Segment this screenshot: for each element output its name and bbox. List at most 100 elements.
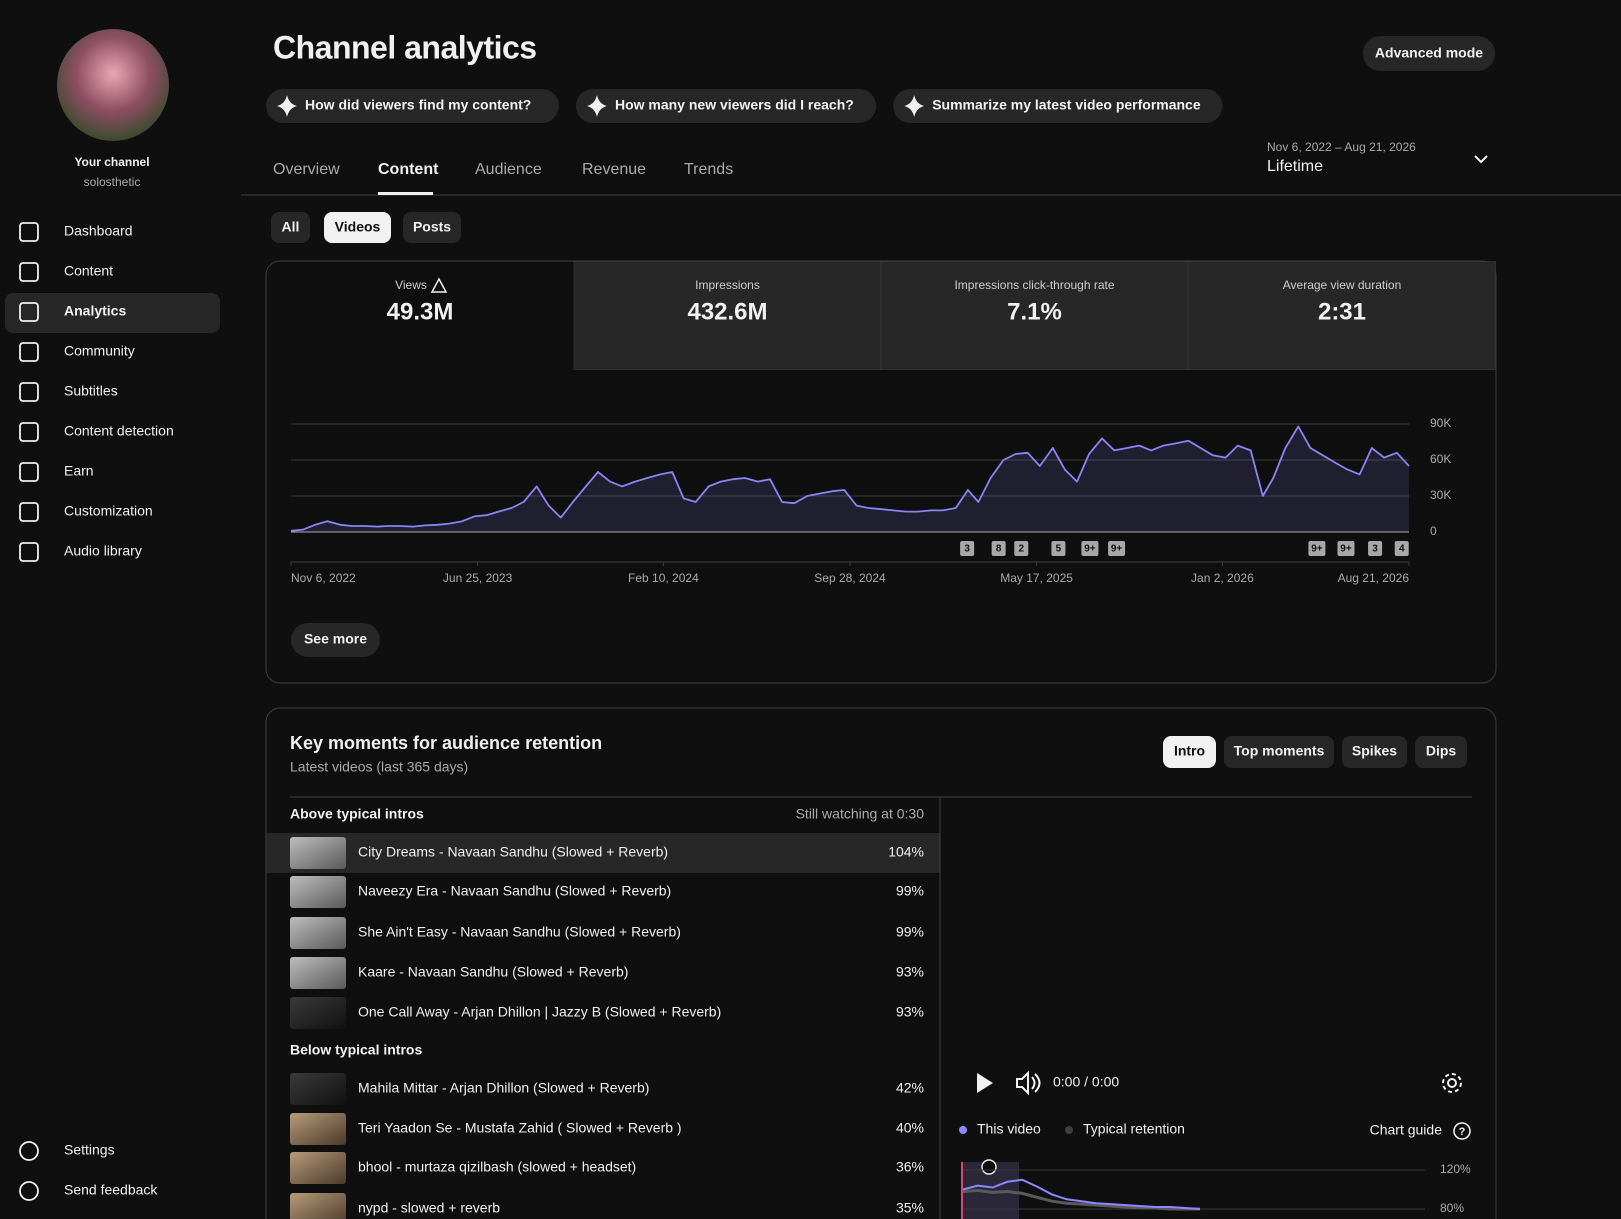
nav-item[interactable]: Community [64, 343, 135, 359]
nav-icon[interactable] [19, 1141, 39, 1161]
annotation-badge[interactable] [1308, 541, 1326, 556]
info-icon[interactable] [981, 1159, 997, 1175]
views-line [290, 425, 1410, 532]
annotation-badge[interactable] [1014, 541, 1029, 556]
annotation-badge[interactable] [1394, 541, 1409, 556]
video-title[interactable]: Mahila Mittar - Arjan Dhillon (Slowed + … [358, 1080, 649, 1096]
video-title[interactable]: Naveezy Era - Navaan Sandhu (Slowed + Re… [358, 883, 671, 899]
channel-name: solosthetic [84, 175, 141, 189]
video-title[interactable]: She Ain't Easy - Navaan Sandhu (Slowed +… [358, 924, 681, 940]
nav-item[interactable]: Content detection [64, 423, 174, 439]
tab[interactable]: Audience [475, 161, 542, 178]
nav-icon[interactable] [19, 502, 39, 522]
video-title[interactable]: Kaare - Navaan Sandhu (Slowed + Reverb) [358, 964, 628, 980]
warning-icon [430, 277, 448, 293]
annotation-badge[interactable] [1368, 541, 1383, 556]
video-title[interactable]: City Dreams - Navaan Sandhu (Slowed + Re… [358, 844, 668, 860]
video-title[interactable]: bhool - murtaza qizilbash (slowed + head… [358, 1159, 636, 1175]
video-title[interactable]: Teri Yaadon Se - Mustafa Zahid ( Slowed … [358, 1120, 682, 1136]
tab-underline [378, 192, 433, 195]
nav-icon[interactable] [19, 342, 39, 362]
segment-button[interactable] [1415, 736, 1467, 768]
nav-icon[interactable] [19, 462, 39, 482]
video-retention: 93% [896, 964, 924, 980]
filter-chip[interactable] [271, 212, 310, 243]
filter-chip[interactable] [403, 212, 461, 243]
thumbnail[interactable] [290, 876, 346, 908]
suggestion-chip[interactable] [575, 89, 877, 123]
nav-item[interactable]: Customization [64, 503, 153, 519]
segment-button[interactable] [1224, 736, 1334, 768]
nav-icon[interactable] [19, 422, 39, 442]
tab[interactable]: Trends [684, 161, 733, 178]
metric-tile[interactable] [880, 261, 1189, 370]
nav-item[interactable]: Settings [64, 1142, 115, 1158]
metrics-card [265, 260, 1497, 684]
thumbnail[interactable] [290, 1152, 346, 1184]
volume-icon[interactable] [1016, 1070, 1041, 1096]
metric-tile[interactable] [1187, 261, 1496, 370]
chart-guide-icon[interactable] [1453, 1122, 1471, 1140]
tab[interactable]: Revenue [582, 161, 646, 178]
suggestion-chip[interactable] [893, 89, 1223, 123]
thumbnail[interactable] [290, 997, 346, 1029]
suggestion-chip[interactable] [266, 89, 559, 123]
nav-icon[interactable] [19, 222, 39, 242]
annotation-badge[interactable] [991, 541, 1006, 556]
annotation-badge[interactable] [1337, 541, 1355, 556]
nav-item[interactable]: Send feedback [64, 1182, 158, 1198]
nav-item[interactable]: Dashboard [64, 223, 133, 239]
segment-label: Top moments [1234, 743, 1325, 759]
annotation-badge[interactable] [1108, 541, 1126, 556]
thumbnail[interactable] [290, 917, 346, 949]
below-label: Below typical intros [290, 1042, 422, 1058]
nav-item[interactable]: Content [64, 263, 113, 279]
video-retention: 99% [896, 924, 924, 940]
nav-icon[interactable] [19, 1181, 39, 1201]
nav-item[interactable]: Subtitles [64, 383, 118, 399]
nav-icon[interactable] [19, 302, 39, 322]
segment-button[interactable] [1163, 736, 1216, 768]
chart-guide[interactable]: Chart guide [1370, 1122, 1443, 1138]
thumbnail[interactable] [290, 1193, 346, 1219]
tab[interactable]: Content [378, 161, 439, 178]
settings-icon[interactable] [1442, 1073, 1462, 1093]
retention-title: Key moments for audience retention [290, 733, 602, 753]
metric-value: 7.1% [1007, 298, 1062, 325]
legend-label: This video [977, 1121, 1041, 1137]
thumbnail[interactable] [290, 1073, 346, 1105]
see-more-button[interactable] [291, 623, 380, 657]
video-title[interactable]: nypd - slowed + reverb [358, 1200, 500, 1216]
thumbnail[interactable] [290, 957, 346, 989]
annotation-badge[interactable] [1051, 541, 1066, 556]
nav-item[interactable]: Earn [64, 463, 94, 479]
segment-button[interactable] [1342, 736, 1407, 768]
annotation-label: 8 [996, 544, 1002, 555]
period[interactable]: Lifetime [1267, 158, 1323, 175]
filter-label: Videos [335, 219, 381, 235]
nav-item[interactable]: Analytics [64, 303, 126, 319]
nav-icon[interactable] [19, 382, 39, 402]
video-title[interactable]: One Call Away - Arjan Dhillon | Jazzy B … [358, 1004, 721, 1020]
thumbnail[interactable] [290, 1113, 346, 1145]
metric-value: 49.3M [387, 298, 454, 325]
annotation-badge[interactable] [960, 541, 975, 556]
nav-item[interactable]: Audio library [64, 543, 142, 559]
tab[interactable]: Overview [273, 161, 340, 178]
metric-tile[interactable] [573, 261, 882, 370]
nav-icon[interactable] [19, 542, 39, 562]
play-icon[interactable] [977, 1073, 993, 1093]
advanced-mode-button[interactable] [1363, 36, 1495, 71]
filter-chip[interactable] [324, 212, 391, 243]
channel-avatar[interactable] [57, 29, 169, 141]
thumbnail[interactable] [290, 837, 346, 869]
advanced-mode-label: Advanced mode [1375, 45, 1483, 61]
period-chevron[interactable] [1474, 155, 1488, 164]
sparkle-icon [904, 95, 925, 117]
see-more-label: See more [304, 631, 367, 647]
annotation-badge[interactable] [1081, 541, 1099, 556]
nav-icon[interactable] [19, 262, 39, 282]
suggestion-label: How did viewers find my content? [305, 97, 531, 113]
chart-guide-mark: ? [1459, 1126, 1466, 1138]
